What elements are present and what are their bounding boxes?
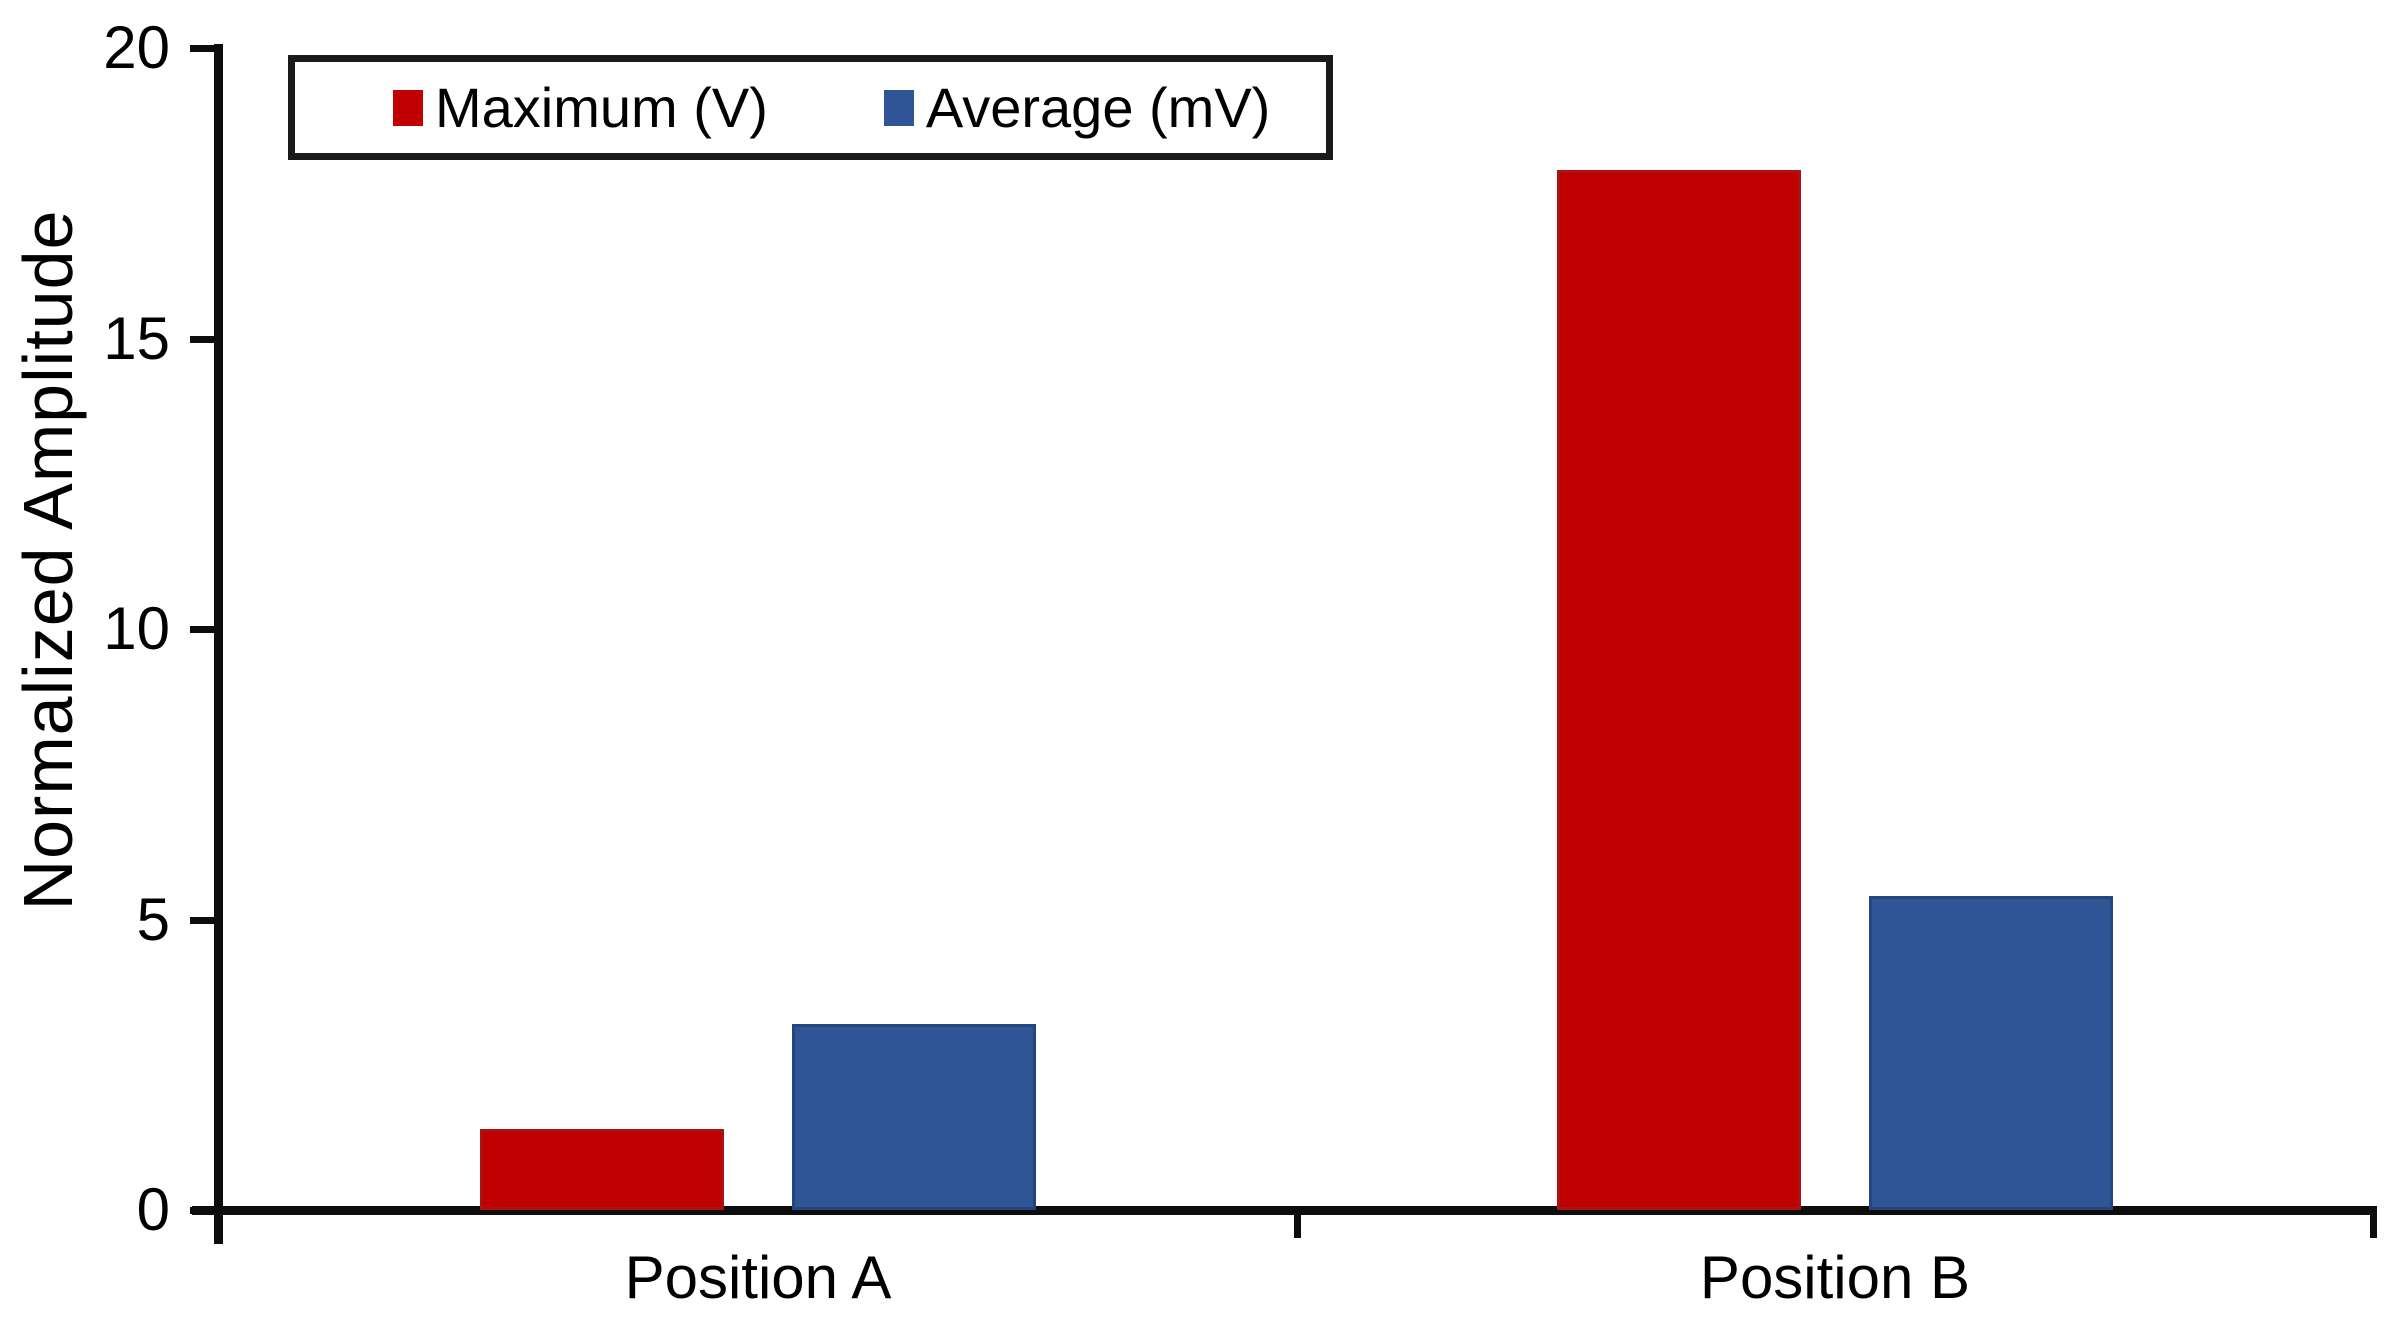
- bar-maximum-v-position-b: [1557, 170, 1801, 1210]
- x-axis-boundary-tick-2: [2370, 1212, 2377, 1238]
- legend-item-maximum-v: Maximum (V): [393, 75, 768, 140]
- legend-item-average-mv: Average (mV): [883, 75, 1271, 140]
- x-axis-boundary-tick-1: [1293, 1212, 1301, 1238]
- x-axis-line: [192, 1206, 2377, 1215]
- y-tick-label-0: 0: [136, 1176, 170, 1243]
- bar-average-mv-position-b: [1869, 896, 2113, 1210]
- y-tick-20: [190, 45, 223, 52]
- y-tick-label-10: 10: [103, 595, 170, 662]
- legend: Maximum (V) Average (mV): [288, 55, 1333, 160]
- legend-swatch-average-mv: [883, 89, 914, 126]
- y-tick-0: [190, 1207, 223, 1214]
- y-tick-label-15: 15: [103, 304, 170, 372]
- y-tick-15: [190, 335, 223, 343]
- y-tick-label-20: 20: [103, 14, 170, 81]
- bar-maximum-v-position-a: [480, 1129, 724, 1210]
- legend-label-maximum-v: Maximum (V): [435, 76, 768, 139]
- legend-swatch-maximum-v: [393, 89, 423, 126]
- legend-label-average-mv: Average (mV): [925, 76, 1271, 139]
- y-tick-label-5: 5: [136, 885, 170, 953]
- bar-average-mv-position-a: [792, 1024, 1036, 1210]
- y-tick-10: [190, 626, 223, 633]
- x-category-label-position-a: Position A: [624, 1244, 892, 1311]
- y-tick-5: [190, 916, 223, 924]
- y-axis-line: [214, 44, 223, 1244]
- x-category-label-position-b: Position B: [1699, 1244, 1971, 1311]
